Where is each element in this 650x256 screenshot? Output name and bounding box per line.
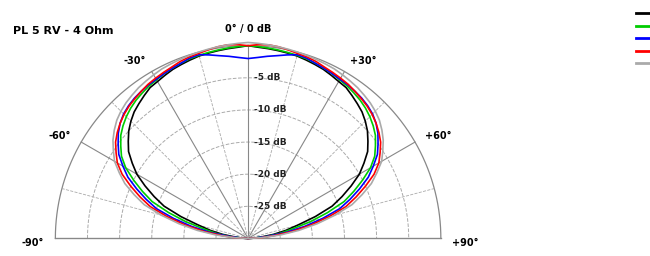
Text: -20 dB: -20 dB <box>254 170 287 179</box>
Text: -25 dB: -25 dB <box>254 202 287 211</box>
Text: -10 dB: -10 dB <box>254 105 287 114</box>
Text: -90°: -90° <box>21 238 44 248</box>
Legend: 500 Hz, 1000 Hz, 2000 Hz, 4000 Hz, 8000 Hz: 500 Hz, 1000 Hz, 2000 Hz, 4000 Hz, 8000 … <box>632 4 650 73</box>
Text: +30°: +30° <box>350 57 377 67</box>
Text: 0° / 0 dB: 0° / 0 dB <box>225 24 271 34</box>
Text: -60°: -60° <box>49 131 71 141</box>
Text: +90°: +90° <box>452 238 479 248</box>
Text: -5 dB: -5 dB <box>254 73 280 82</box>
Text: -15 dB: -15 dB <box>254 137 287 146</box>
Text: -30°: -30° <box>124 57 146 67</box>
Text: +60°: +60° <box>425 131 452 141</box>
Text: PL 5 RV - 4 Ohm: PL 5 RV - 4 Ohm <box>13 26 114 36</box>
